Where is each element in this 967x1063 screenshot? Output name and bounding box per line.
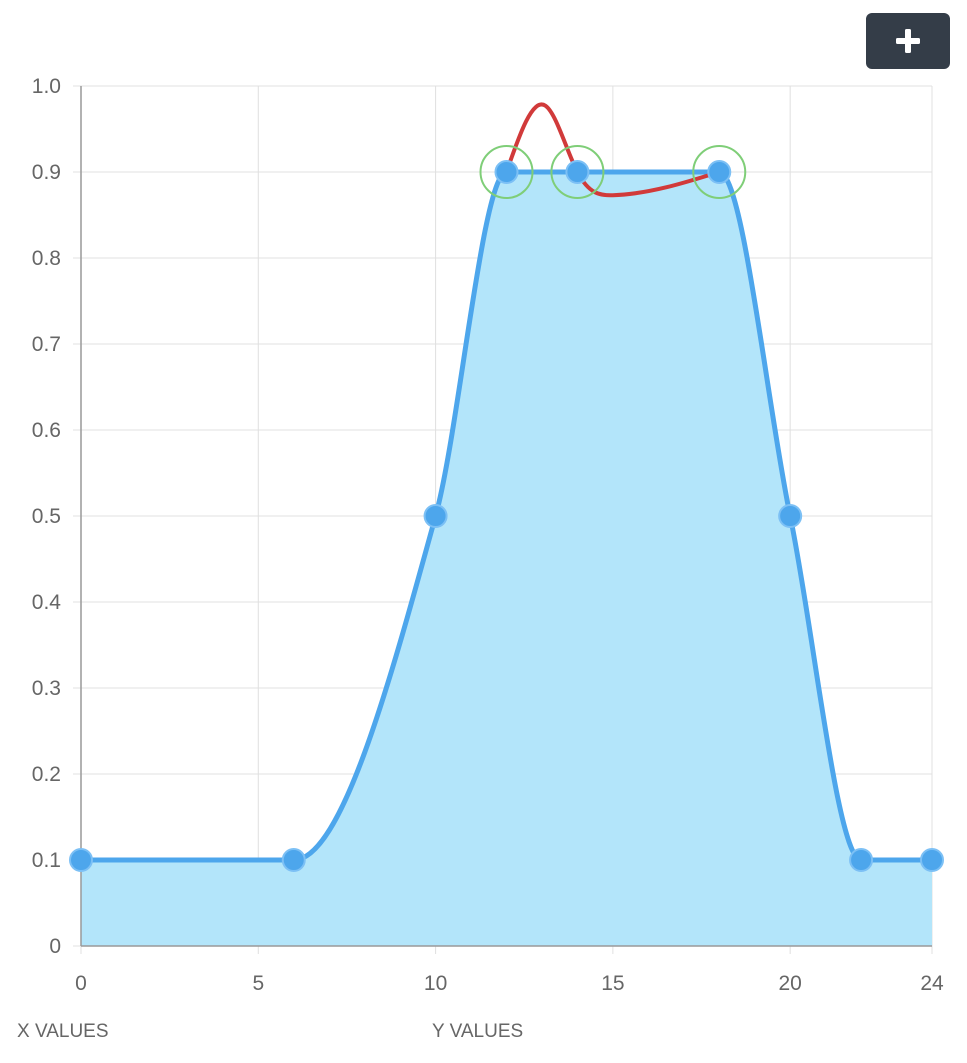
y-tick-label: 0.2 (32, 763, 61, 786)
data-point[interactable] (494, 160, 519, 184)
data-point[interactable] (69, 848, 93, 872)
data-point[interactable] (849, 848, 874, 872)
highlight-ring[interactable] (479, 145, 534, 199)
x-tick-label: 20 (778, 972, 801, 995)
x-tick-label: 5 (252, 972, 264, 995)
x-tick-label: 0 (75, 972, 87, 995)
y-tick-label: 0.5 (32, 505, 61, 528)
highlight-ring[interactable] (550, 145, 605, 199)
add-button[interactable] (866, 13, 950, 69)
area-fill-layer (81, 172, 932, 946)
tick-labels: 0 0.1 0.2 0.3 0.4 0.5 0.6 0.7 0.8 0.9 1.0 0 5 10 15 20 2… (32, 75, 944, 995)
y-tick-label: 0 (49, 935, 61, 958)
y-values-label: Y VALUES (432, 1021, 524, 1042)
data-point[interactable] (565, 160, 590, 184)
y-tick-label: 0.1 (32, 849, 61, 872)
y-tick-label: 0.8 (32, 247, 61, 270)
y-tick-label: 0.3 (32, 677, 61, 700)
y-tick-label: 0.4 (32, 591, 62, 614)
highlight-ring[interactable] (692, 145, 747, 199)
area-fill (81, 172, 932, 946)
x-tick-label: 10 (424, 972, 447, 995)
y-tick-label: 1.0 (32, 75, 61, 98)
data-point[interactable] (920, 848, 944, 872)
y-tick-label: 0.7 (32, 333, 61, 356)
axes (80, 86, 932, 947)
x-values-label: X VALUES (17, 1021, 109, 1042)
plus-icon (896, 29, 920, 53)
data-point[interactable] (423, 504, 448, 528)
x-tick-label: 24 (920, 972, 944, 995)
chart: 0 0.1 0.2 0.3 0.4 0.5 0.6 0.7 0.8 0.9 1.0 0 5 10 15 20 2… (32, 75, 944, 995)
point-layer[interactable] (69, 145, 944, 872)
data-point[interactable] (778, 504, 803, 528)
x-tick-label: 15 (601, 972, 624, 995)
data-point[interactable] (281, 848, 306, 872)
y-tick-label: 0.9 (32, 161, 61, 184)
data-point[interactable] (707, 160, 732, 184)
y-tick-label: 0.6 (32, 419, 61, 442)
